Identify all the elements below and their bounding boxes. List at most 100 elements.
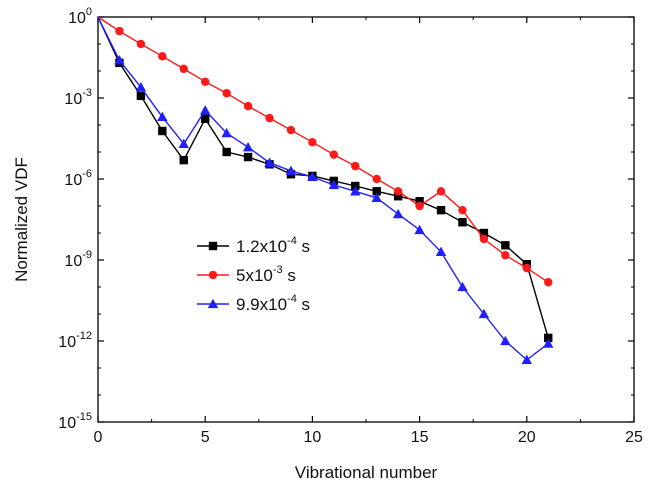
series-triangle: [97, 16, 554, 365]
y-tick-base: 10: [68, 10, 86, 27]
data-point: [372, 174, 381, 184]
data-point: [114, 55, 125, 65]
data-point: [435, 246, 447, 257]
data-point: [242, 142, 254, 152]
y-tick-base: 10: [64, 91, 82, 108]
legend-label: 1.2x10-4 s: [236, 235, 310, 256]
series-square: [97, 16, 553, 343]
legend-item: 9.9x10-4 s: [197, 293, 310, 314]
series-layer: [97, 16, 554, 365]
legend-label-exponent: -4: [287, 235, 297, 247]
y-tick-exponent: 0: [86, 6, 92, 18]
x-tick-label: 25: [625, 429, 643, 446]
legend-item: 5x10-3 s: [197, 264, 296, 285]
data-point: [415, 201, 424, 211]
x-tick-label: 20: [518, 429, 536, 446]
y-tick-base: 10: [58, 415, 76, 432]
legend-label-base: 5x10: [236, 266, 273, 285]
data-point: [351, 181, 360, 191]
legend-label-unit: s: [283, 266, 296, 285]
legend-marker: [208, 270, 218, 280]
data-point: [544, 278, 553, 287]
series-line: [97, 16, 549, 339]
data-point: [501, 241, 510, 250]
y-tick-label: 10-12: [58, 330, 92, 351]
y-tick-label: 10-15: [58, 411, 92, 432]
data-point: [179, 64, 188, 74]
series-line: [97, 16, 549, 361]
legend-label-unit: s: [297, 237, 310, 256]
data-point: [393, 192, 403, 201]
data-point: [135, 82, 147, 92]
plot-area: [97, 16, 635, 423]
data-point: [265, 113, 274, 123]
y-tick-exponent: -3: [82, 87, 92, 99]
data-point: [221, 127, 232, 138]
data-point: [479, 228, 489, 238]
y-tick-exponent: -6: [82, 168, 92, 180]
data-point: [308, 138, 317, 147]
y-tick-exponent: -15: [76, 411, 92, 423]
data-point: [436, 205, 446, 215]
data-point: [521, 354, 532, 365]
y-tick-label: 10-6: [64, 168, 92, 189]
legend-item: 1.2x10-4 s: [197, 235, 310, 256]
data-point: [350, 186, 361, 196]
data-point: [414, 224, 425, 235]
series-circle: [97, 16, 553, 287]
legend-label: 5x10-3 s: [236, 264, 296, 285]
data-point: [457, 281, 468, 292]
data-point: [392, 208, 404, 219]
data-point: [178, 138, 189, 149]
data-point: [157, 111, 168, 122]
legend-marker: [207, 298, 219, 309]
data-point: [458, 205, 467, 215]
legend-label-base: 1.2x10: [236, 237, 287, 256]
y-tick-base: 10: [64, 172, 82, 189]
data-point: [500, 335, 511, 346]
data-point: [351, 161, 360, 171]
data-point: [201, 77, 210, 86]
y-tick-exponent: -9: [82, 249, 92, 261]
x-axis: 0 5 10 15 20 25: [94, 17, 643, 446]
legend-label-base: 9.9x10: [236, 295, 287, 314]
data-point: [201, 114, 210, 123]
data-point: [158, 126, 167, 136]
data-point: [328, 179, 340, 190]
data-point: [543, 338, 554, 348]
x-tick-label: 5: [201, 429, 210, 446]
x-tick-label: 10: [304, 429, 322, 446]
data-point: [179, 155, 188, 165]
legend-label-exponent: -4: [287, 293, 297, 305]
y-tick-base: 10: [58, 334, 76, 351]
data-point: [307, 171, 318, 182]
data-point: [436, 187, 446, 196]
data-point: [243, 152, 253, 162]
data-point: [501, 251, 510, 260]
y-tick-label: 10-3: [64, 87, 92, 108]
data-point: [136, 39, 146, 49]
y-tick-label: 100: [68, 6, 92, 27]
legend-label: 9.9x10-4 s: [236, 293, 310, 314]
data-point: [158, 52, 167, 61]
y-axis-title: Normalized VDF: [12, 157, 31, 282]
data-point: [479, 234, 489, 244]
x-axis-title: Vibrational number: [295, 463, 438, 482]
data-point: [544, 333, 553, 343]
legend-label-unit: s: [297, 295, 310, 314]
data-point: [415, 197, 424, 206]
y-tick-label: 10-9: [64, 249, 92, 270]
data-point: [243, 101, 253, 111]
y-tick-exponent: -12: [76, 330, 92, 342]
x-tick-label: 15: [411, 429, 429, 446]
legend-label-exponent: -3: [273, 264, 283, 276]
series-line: [97, 16, 549, 283]
x-tick-label: 0: [94, 429, 103, 446]
data-point: [115, 26, 124, 36]
data-point: [522, 263, 531, 273]
y-tick-base: 10: [64, 253, 82, 270]
data-point: [136, 91, 146, 101]
